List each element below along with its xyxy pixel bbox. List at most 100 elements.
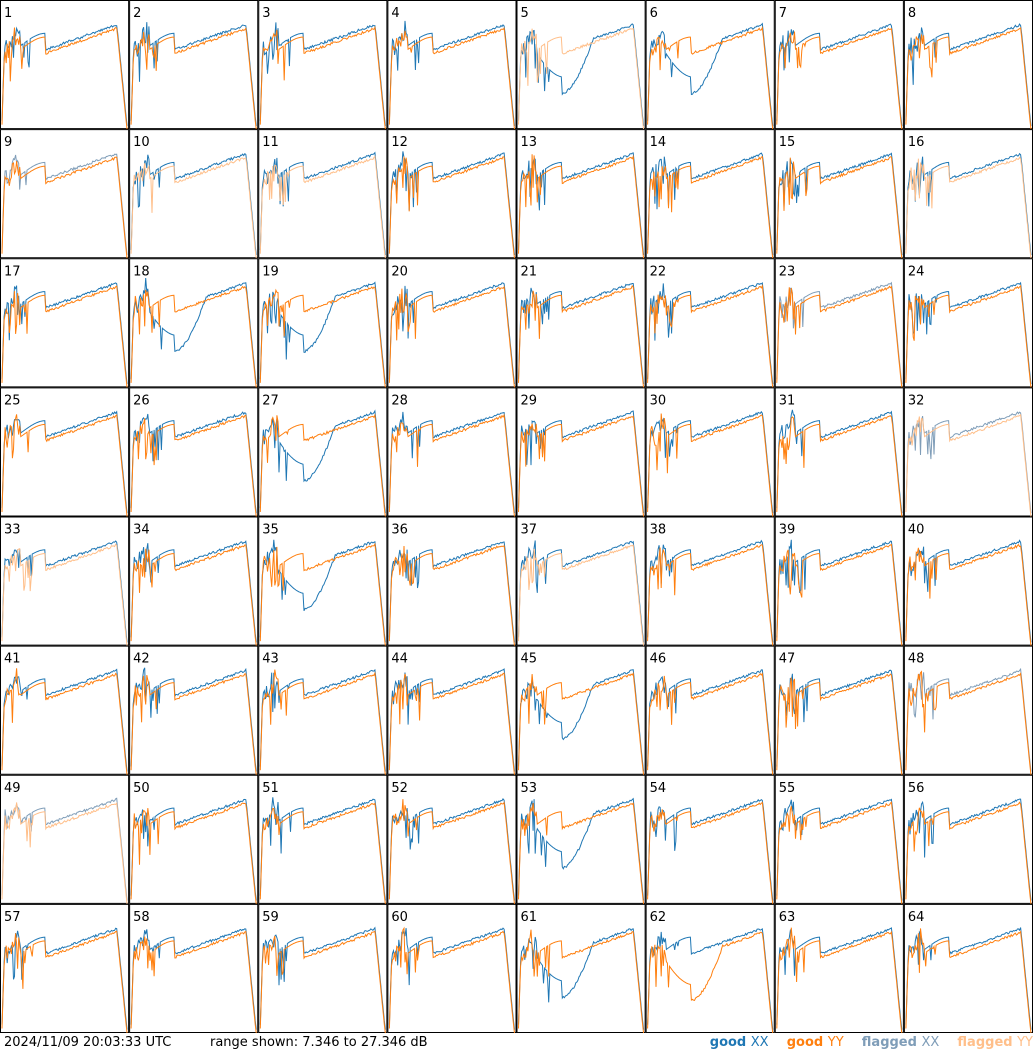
series-yy bbox=[1, 668, 128, 776]
series-xx bbox=[776, 281, 903, 385]
panel-label: 59 bbox=[262, 910, 279, 925]
series-yy bbox=[647, 413, 774, 518]
series-xx bbox=[647, 22, 774, 126]
series-xx bbox=[905, 798, 1032, 901]
panel-frame bbox=[645, 774, 775, 904]
panel-30: 30 bbox=[645, 387, 775, 518]
panel-label: 39 bbox=[779, 523, 796, 538]
panel-35: 35 bbox=[258, 516, 388, 647]
panel-20: 20 bbox=[387, 258, 517, 388]
panel-59: 59 bbox=[258, 903, 388, 1033]
panel-1: 1 bbox=[0, 0, 130, 130]
panel-label: 49 bbox=[4, 781, 21, 796]
series-xx bbox=[259, 539, 386, 643]
series-yy bbox=[776, 801, 903, 905]
panel-13: 13 bbox=[516, 129, 646, 259]
panel-12: 12 bbox=[387, 129, 517, 259]
panel-label: 14 bbox=[650, 135, 667, 150]
series-xx bbox=[905, 152, 1032, 256]
panel-label: 44 bbox=[391, 652, 408, 667]
panel-label: 20 bbox=[391, 264, 408, 279]
panel-40: 40 bbox=[903, 516, 1033, 647]
series-yy bbox=[518, 544, 645, 647]
panel-57: 57 bbox=[0, 903, 130, 1033]
legend-item-flagged-xx: flagged XX bbox=[861, 1035, 940, 1050]
panel-2: 2 bbox=[129, 0, 259, 130]
panel-64: 64 bbox=[903, 903, 1033, 1033]
series-xx bbox=[259, 281, 386, 385]
panel-5: 5 bbox=[516, 0, 646, 130]
panel-label: 26 bbox=[133, 393, 150, 408]
panel-label: 64 bbox=[908, 910, 925, 925]
series-yy bbox=[388, 926, 515, 1033]
panel-18: 18 bbox=[129, 258, 259, 388]
panel-frame bbox=[645, 258, 775, 388]
panel-52: 52 bbox=[387, 774, 517, 905]
panel-label: 6 bbox=[650, 6, 658, 21]
series-xx bbox=[647, 410, 774, 514]
panel-47: 47 bbox=[774, 645, 904, 776]
series-yy bbox=[776, 27, 903, 130]
panel-label: 58 bbox=[133, 910, 150, 925]
series-yy bbox=[518, 671, 645, 776]
panel-frame bbox=[258, 516, 388, 646]
series-yy bbox=[518, 284, 645, 388]
panel-45: 45 bbox=[516, 645, 646, 776]
panel-frame bbox=[0, 903, 130, 1033]
series-xx bbox=[259, 409, 386, 514]
panel-frame bbox=[774, 645, 904, 775]
panel-frame bbox=[0, 258, 130, 388]
panel-frame bbox=[0, 645, 130, 775]
series-yy bbox=[518, 154, 645, 259]
series-yy bbox=[388, 799, 515, 905]
series-yy bbox=[259, 413, 386, 518]
panel-frame bbox=[129, 645, 259, 775]
series-xx bbox=[776, 152, 903, 256]
panel-frame bbox=[0, 516, 130, 646]
panel-frame bbox=[258, 774, 388, 904]
panel-label: 28 bbox=[391, 393, 408, 408]
panel-label: 19 bbox=[262, 264, 279, 279]
panel-label: 40 bbox=[908, 523, 925, 538]
panel-label: 29 bbox=[521, 393, 538, 408]
panel-label: 32 bbox=[908, 393, 925, 408]
series-xx bbox=[905, 411, 1032, 514]
panel-frame bbox=[516, 129, 646, 259]
series-yy bbox=[388, 545, 515, 647]
panel-label: 36 bbox=[391, 523, 408, 538]
series-yy bbox=[1, 801, 128, 905]
series-xx bbox=[1, 668, 128, 772]
series-xx bbox=[518, 283, 645, 385]
panel-frame bbox=[129, 774, 259, 904]
series-yy bbox=[388, 672, 515, 776]
series-yy bbox=[647, 284, 774, 388]
panel-14: 14 bbox=[645, 129, 775, 259]
series-xx bbox=[776, 409, 903, 514]
panel-label: 23 bbox=[779, 264, 796, 279]
series-yy bbox=[259, 155, 386, 259]
series-xx bbox=[647, 152, 774, 256]
series-xx bbox=[905, 23, 1032, 126]
panel-label: 24 bbox=[908, 264, 925, 279]
series-yy bbox=[130, 27, 257, 130]
panel-label: 45 bbox=[521, 652, 538, 667]
panel-frame bbox=[645, 0, 775, 130]
panel-label: 4 bbox=[391, 6, 399, 21]
series-xx bbox=[905, 539, 1032, 643]
panel-frame bbox=[387, 516, 517, 646]
panel-frame bbox=[258, 387, 388, 517]
panel-42: 42 bbox=[129, 645, 259, 776]
series-yy bbox=[776, 285, 903, 388]
panel-label: 30 bbox=[650, 393, 667, 408]
series-xx bbox=[518, 928, 645, 1030]
panel-48: 48 bbox=[903, 645, 1033, 776]
panel-frame bbox=[0, 774, 130, 904]
series-xx bbox=[647, 669, 774, 772]
panel-label: 46 bbox=[650, 652, 667, 667]
panel-frame bbox=[387, 774, 517, 904]
panel-label: 27 bbox=[262, 393, 279, 408]
panel-58: 58 bbox=[129, 903, 259, 1033]
series-xx bbox=[647, 927, 774, 1030]
panel-label: 7 bbox=[779, 6, 787, 21]
series-xx bbox=[647, 798, 774, 901]
